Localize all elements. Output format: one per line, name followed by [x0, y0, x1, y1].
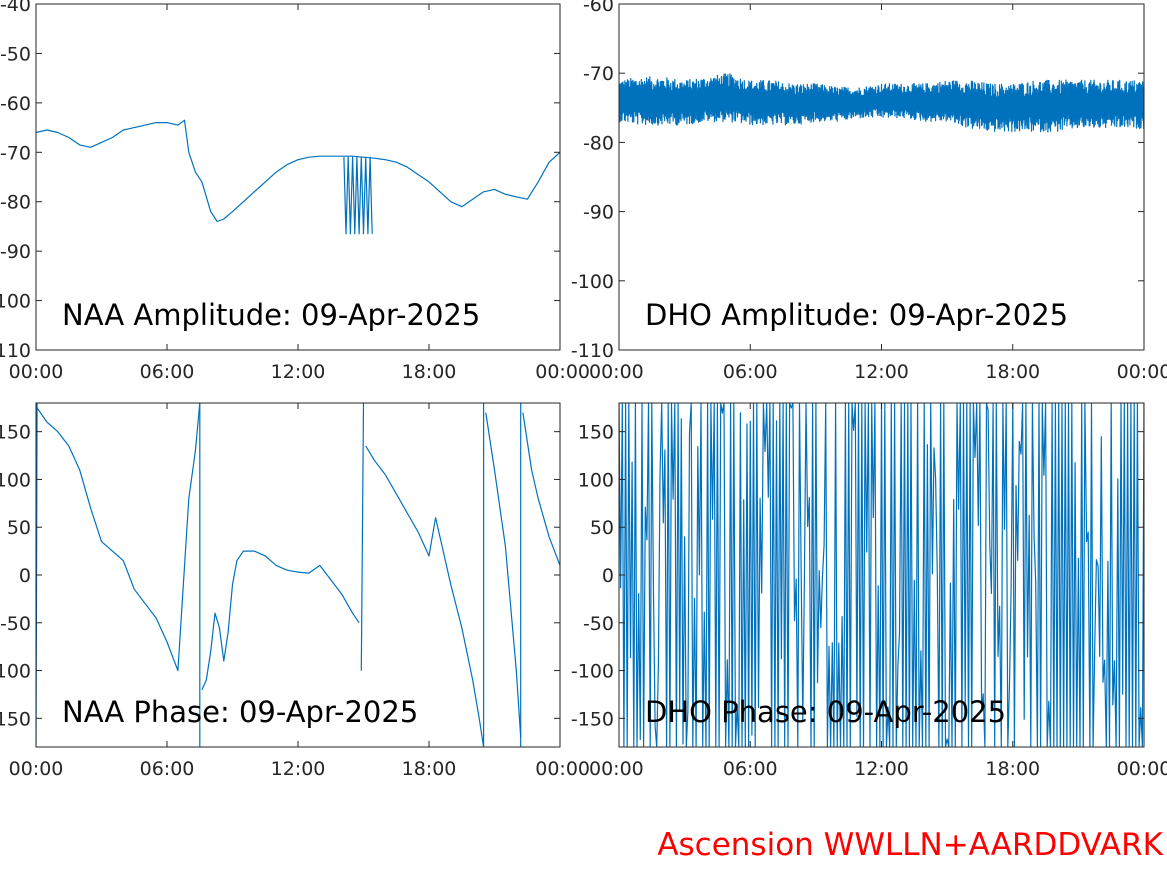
y-tick-label: 100	[578, 469, 614, 491]
y-tick-label: -60	[0, 93, 31, 115]
y-tick-label: -150	[0, 708, 31, 730]
x-tick-label: 00:00	[535, 758, 590, 780]
y-tick-label: 0	[19, 565, 31, 587]
y-tick-label: -50	[0, 613, 31, 635]
x-tick-label: 18:00	[402, 758, 457, 780]
series-line	[343, 156, 373, 235]
series-line	[36, 119, 560, 223]
y-tick-label: -50	[0, 43, 31, 65]
naa-amplitude-panel: 00:00 06:00 12:00 18:00 00:00 -40 -50 -60 -70 -80…	[0, 0, 590, 383]
footer-label: Ascension WWLLN+AARDDVARK	[657, 827, 1163, 863]
panel-title: NAA Phase: 09-Apr-2025	[62, 695, 418, 729]
plot-area	[619, 73, 1144, 133]
y-tick-label: -60	[583, 0, 614, 16]
y-tick-label: -50	[583, 613, 614, 635]
series-line	[619, 73, 1144, 133]
y-tick-label: -110	[571, 340, 614, 362]
y-tick-label: -100	[0, 661, 31, 683]
series-line	[36, 403, 201, 672]
x-tick-label: 00:00	[535, 361, 590, 383]
y-tick-label: -110	[0, 340, 31, 362]
y-tick-label: -150	[571, 708, 614, 730]
x-tick-label: 00:00	[9, 758, 64, 780]
x-tick-label: 18:00	[402, 361, 457, 383]
x-tick-label: 18:00	[985, 361, 1040, 383]
x-tick-label: 06:00	[140, 361, 195, 383]
dho-phase-panel: 00:00 06:00 12:00 18:00 00:00 150 100 50 0 -50 -10…	[571, 402, 1167, 780]
plot-area	[36, 119, 560, 235]
x-tick-label: 00:00	[1117, 758, 1167, 780]
y-tick-label: -80	[583, 132, 614, 154]
y-tick-label: -90	[0, 241, 31, 263]
y-tick-label: -80	[0, 192, 31, 214]
x-tick-label: 00:00	[1117, 361, 1167, 383]
x-tick-label: 12:00	[854, 758, 909, 780]
y-tick-label: -70	[583, 63, 614, 85]
x-tick-label: 18:00	[985, 758, 1040, 780]
panel-title: NAA Amplitude: 09-Apr-2025	[62, 298, 480, 332]
y-tick-label: -70	[0, 142, 31, 164]
x-tick-label: 06:00	[140, 758, 195, 780]
x-tick-label: 12:00	[271, 361, 326, 383]
series-line	[360, 403, 365, 671]
plot-area	[36, 403, 560, 747]
y-tick-label: -100	[571, 661, 614, 683]
y-tick-label: 50	[590, 517, 614, 539]
x-tick-label: 06:00	[723, 758, 778, 780]
x-tick-label: 00:00	[589, 758, 644, 780]
panel-title: DHO Phase: 09-Apr-2025	[645, 695, 1006, 729]
series-line	[485, 412, 522, 738]
y-tick-label: -40	[0, 0, 31, 16]
dho-amplitude-panel: 00:00 06:00 12:00 18:00 00:00 -60 -70 -80 -90 -10…	[571, 0, 1167, 383]
y-tick-label: -90	[583, 202, 614, 224]
x-tick-label: 06:00	[723, 361, 778, 383]
y-tick-label: -100	[571, 271, 614, 293]
y-tick-label: -100	[0, 291, 31, 313]
series-line	[441, 546, 485, 747]
x-tick-label: 12:00	[854, 361, 909, 383]
y-tick-label: 0	[602, 565, 614, 587]
y-tick-label: 150	[0, 422, 31, 444]
y-tick-label: 50	[7, 517, 31, 539]
series-line	[522, 412, 560, 566]
x-tick-label: 12:00	[271, 758, 326, 780]
x-tick-label: 00:00	[589, 361, 644, 383]
y-tick-label: 150	[578, 422, 614, 444]
series-line	[365, 445, 443, 557]
plot-area	[619, 403, 1144, 747]
series-line	[201, 550, 360, 690]
series-line	[619, 403, 1144, 747]
y-tick-label: 100	[0, 469, 31, 491]
naa-phase-panel: 00:00 06:00 12:00 18:00 00:00 150 100 50 0 -50 -10…	[0, 402, 590, 780]
x-tick-label: 00:00	[9, 361, 64, 383]
panel-title: DHO Amplitude: 09-Apr-2025	[645, 298, 1068, 332]
